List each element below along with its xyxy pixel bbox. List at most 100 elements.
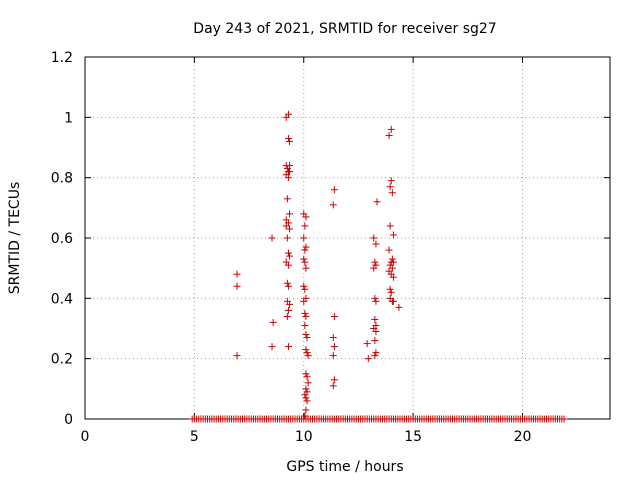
data-point [302,213,310,221]
data-point [304,352,312,360]
data-point [329,201,337,209]
data-point [284,343,292,351]
data-point [371,315,379,323]
data-point [302,264,310,272]
data-point [283,279,291,287]
data-point [388,264,396,272]
data-point [389,258,397,266]
data-point [284,249,292,257]
axes [84,56,611,420]
data-point [387,288,395,296]
data-point [372,349,380,357]
data-point [364,355,372,363]
data-point [301,391,309,399]
data-point [386,285,394,293]
data-point [372,328,380,336]
data-point [330,376,338,384]
data-point [370,264,378,272]
data-point [371,294,379,302]
data-point [389,273,397,281]
data-point [269,318,277,326]
data-point [388,189,396,197]
data-point [363,340,371,348]
y-tick-label: 0.2 [51,352,73,368]
data-point [300,255,308,263]
y-tick-label: 1 [64,110,73,126]
data-point [389,231,397,239]
data-point [330,343,338,351]
data-point [302,346,310,354]
data-point [388,255,396,263]
data-point [300,282,308,290]
data-point [302,243,310,251]
data-point [283,195,291,203]
data-point [329,382,337,390]
tick-labels: 0 5 10 15 20 0 0.2 0.4 0.6 0.8 1 1.2 [51,50,532,445]
data-point [284,306,292,314]
x-axis-title: GPS time / hours [286,459,403,475]
data-points [188,110,568,423]
data-point [385,131,393,139]
data-point [301,321,309,329]
data-point [304,379,312,387]
grid [85,57,610,419]
data-point [372,297,380,305]
data-point [385,246,393,254]
data-point [330,312,338,320]
data-point [286,300,294,308]
data-point [233,352,241,360]
data-point [286,210,294,218]
data-point [387,177,395,185]
data-point [386,222,394,230]
data-point [284,110,292,118]
data-point [371,258,379,266]
y-tick-label: 0.6 [51,231,73,247]
data-point [284,174,292,182]
chart-title: Day 243 of 2021, SRMTID for receiver sg2… [193,21,496,37]
data-point [286,168,294,176]
data-point [300,297,308,305]
x-tick-label: 15 [404,429,422,445]
y-axis-title: SRMTID / TECUs [7,182,23,295]
data-point [284,261,292,269]
data-point [329,334,337,342]
data-point [268,234,276,242]
y-tick-label: 0 [64,412,73,428]
data-point [387,125,395,133]
data-point [284,134,292,142]
data-point [301,285,309,293]
data-point [302,406,310,414]
data-point [370,234,378,242]
x-tick-label: 5 [190,429,199,445]
x-tick-label: 0 [81,429,90,445]
data-point [302,385,310,393]
data-point [372,240,380,248]
data-point [301,309,309,317]
data-point [329,352,337,360]
data-point [283,312,291,320]
data-point [303,349,311,357]
data-point [302,331,310,339]
data-point [330,186,338,194]
data-point [301,222,309,230]
data-point [373,198,381,206]
x-tick-label: 20 [514,429,532,445]
data-point [386,183,394,191]
data-point [389,297,397,305]
data-point [233,270,241,278]
y-tick-label: 1.2 [51,50,73,66]
data-point [301,412,309,420]
data-point [286,162,294,170]
data-point [284,282,292,290]
data-point [301,258,309,266]
baseline-point [560,415,568,423]
data-point [395,303,403,311]
data-point [303,334,311,342]
plot-frame [84,56,611,420]
data-point [268,343,276,351]
data-point [371,352,379,360]
data-point [233,282,241,290]
y-tick-label: 0.4 [51,291,73,307]
